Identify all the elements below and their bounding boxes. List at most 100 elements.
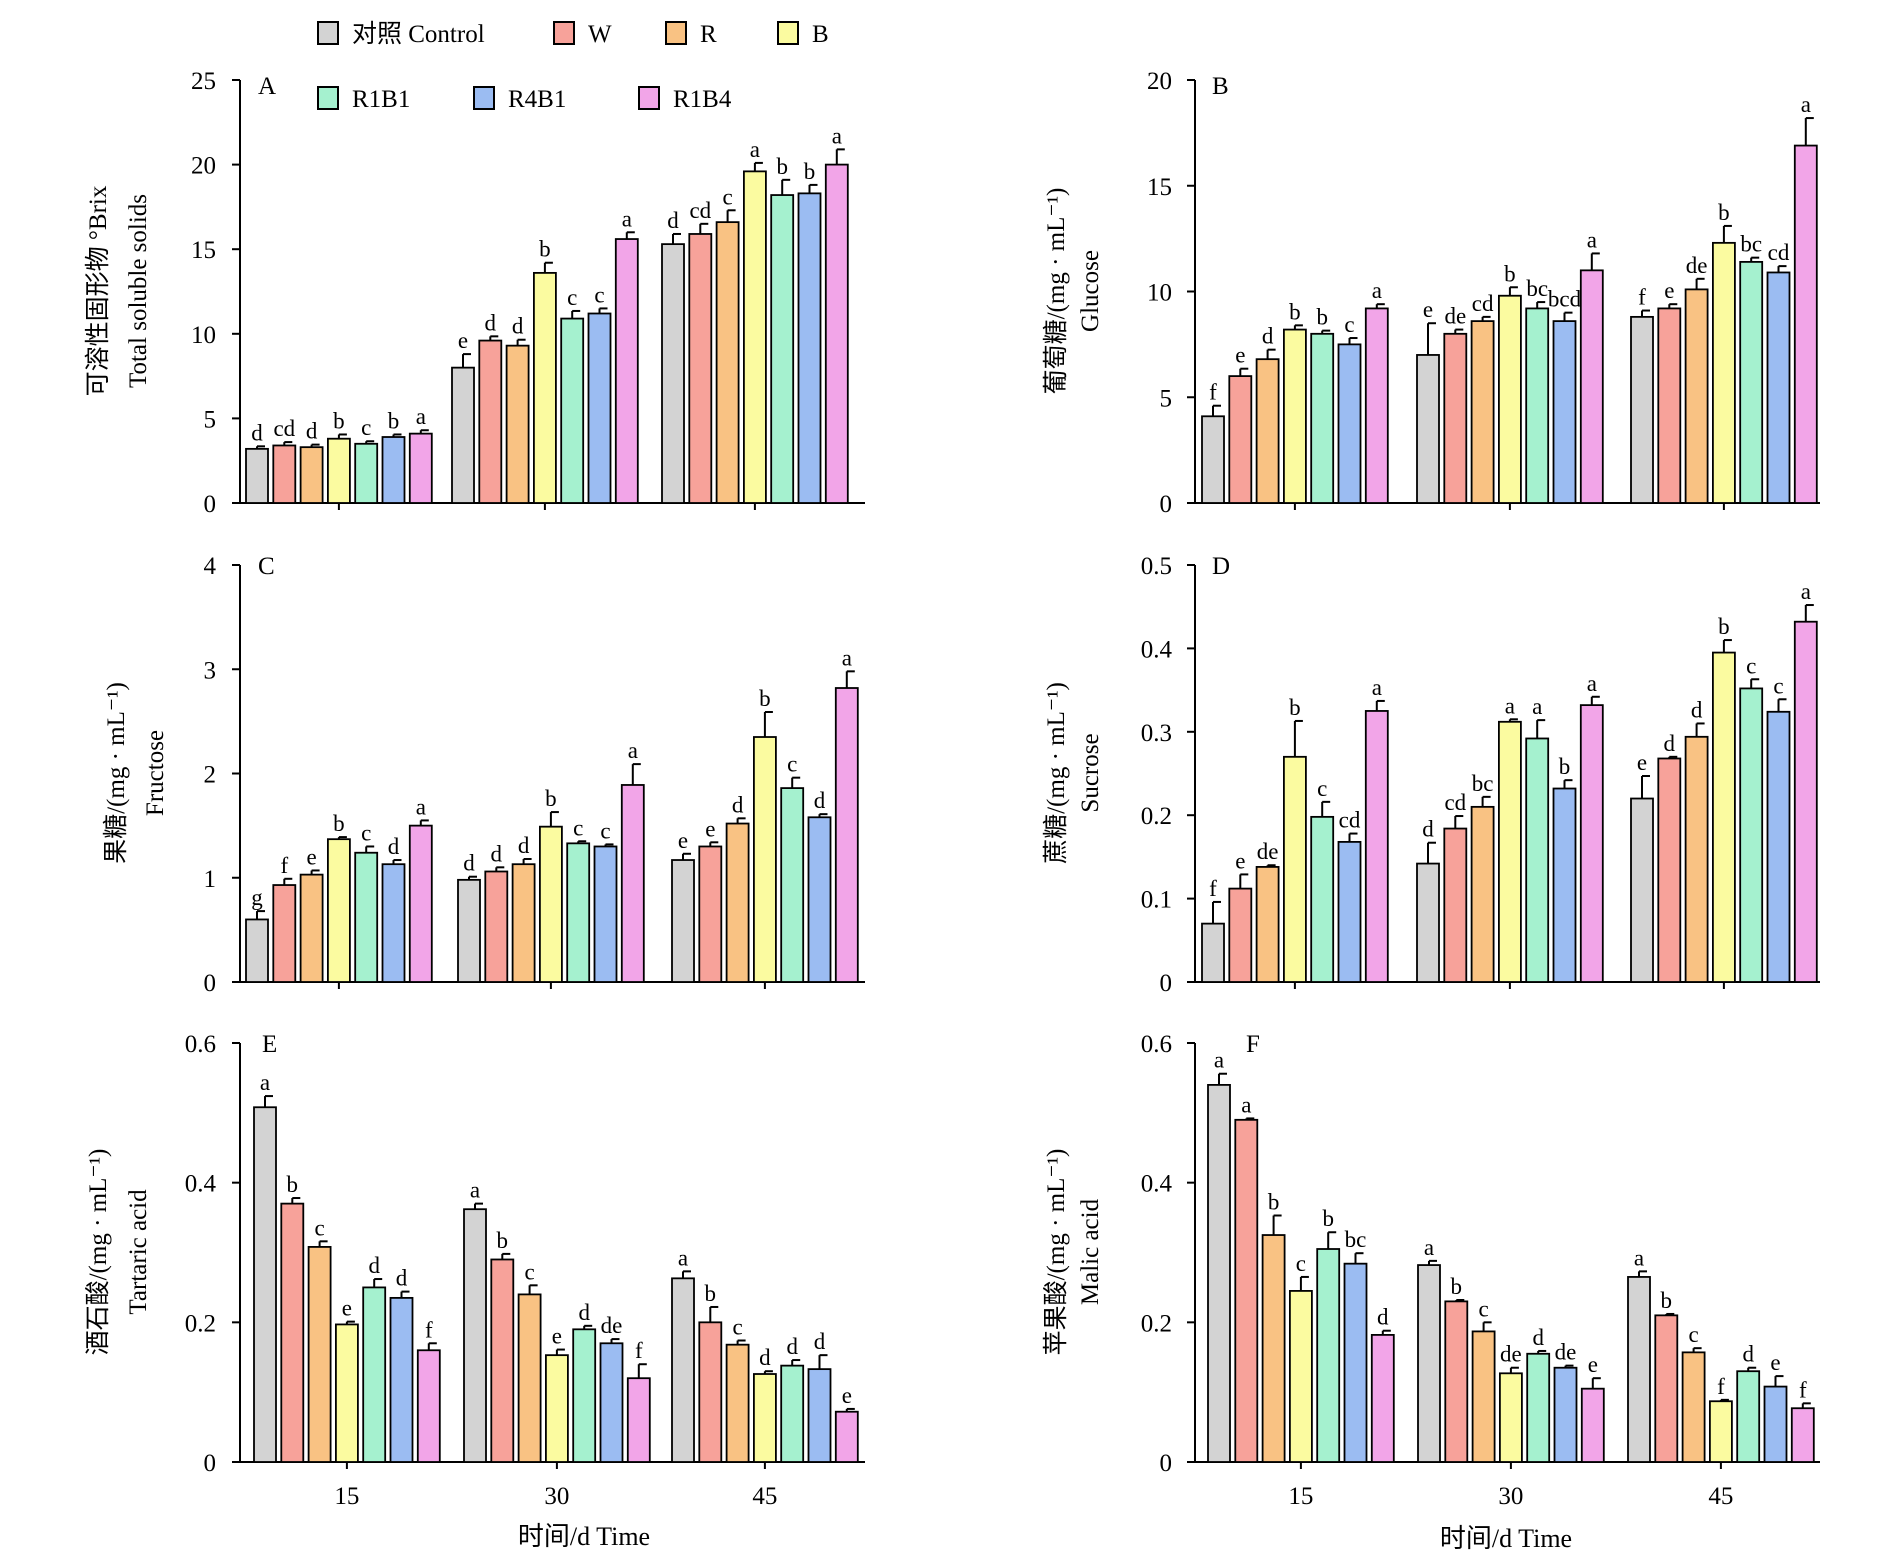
bar — [698, 1321, 723, 1463]
bar — [1234, 1118, 1259, 1463]
bar — [1766, 710, 1791, 983]
y-tick-label: 0.6 — [1141, 1031, 1172, 1058]
significance-label: de — [1686, 253, 1708, 278]
bar — [1793, 620, 1818, 983]
significance-label: e — [705, 816, 715, 841]
bar — [1337, 840, 1362, 983]
significance-label: d — [814, 788, 826, 813]
y-tick-label: 1 — [204, 866, 217, 893]
y-tick-label: 0.3 — [1141, 720, 1172, 747]
significance-label: a — [1241, 1092, 1251, 1117]
bar — [834, 1410, 859, 1463]
significance-label: d — [368, 1253, 380, 1278]
bar — [1316, 1248, 1341, 1463]
legend-swatch — [638, 86, 660, 110]
bar — [490, 1258, 515, 1463]
bar — [753, 736, 777, 983]
x-tick-label: 15 — [334, 1483, 359, 1510]
significance-label: d — [306, 419, 318, 444]
y-tick-label: 0.2 — [1141, 1310, 1172, 1337]
y-tick-label: 5 — [204, 406, 217, 433]
significance-label: d — [251, 420, 263, 445]
significance-label: b — [1316, 305, 1328, 330]
significance-label: d — [396, 1266, 408, 1291]
significance-label: a — [1587, 671, 1597, 696]
panel-A: 0 5 10 15 20 25 A 可溶性固形物 °Brix Total soluble sol… — [84, 68, 865, 518]
significance-label: bcd — [1548, 287, 1582, 312]
significance-label: d — [1691, 697, 1703, 722]
significance-label: b — [1661, 1288, 1673, 1313]
significance-label: b — [1451, 1274, 1463, 1299]
significance-label: f — [280, 853, 288, 878]
legend-label: 对照 Control — [352, 20, 485, 48]
y-tick-label: 10 — [1147, 280, 1172, 307]
bar — [807, 816, 832, 983]
legend-item: R1B4 — [638, 86, 732, 113]
significance-label: a — [622, 206, 632, 231]
significance-label: b — [1289, 299, 1301, 324]
bar — [1283, 755, 1307, 983]
y-tick-label: 0.4 — [185, 1171, 217, 1198]
bar — [1553, 1366, 1578, 1463]
significance-label: c — [1478, 1296, 1488, 1321]
significance-label: e — [1637, 750, 1647, 775]
significance-label: de — [1444, 304, 1466, 329]
bar — [1739, 260, 1764, 504]
significance-label: a — [628, 738, 638, 763]
bar — [457, 878, 481, 983]
significance-label: f — [1209, 876, 1217, 901]
bar — [626, 1377, 651, 1463]
bar — [1364, 710, 1389, 983]
significance-label: a — [1587, 227, 1597, 252]
bar — [545, 1354, 569, 1463]
y-tick-label: 10 — [191, 322, 216, 349]
y-tick-label: 0.4 — [1141, 1171, 1173, 1198]
panel-label: C — [258, 553, 275, 580]
y-tick-label: 0.2 — [1141, 803, 1172, 830]
bar — [797, 192, 822, 504]
legend-label: R4B1 — [508, 86, 566, 113]
bar — [484, 870, 509, 983]
bar — [807, 1368, 832, 1463]
significance-label: a — [416, 404, 426, 429]
significance-label: de — [1257, 839, 1279, 864]
bar — [505, 344, 530, 504]
y-axis-title-en: Glucose — [1077, 250, 1104, 332]
bar — [381, 863, 406, 983]
y-tick-label: 0.6 — [185, 1031, 216, 1058]
bar — [661, 243, 685, 504]
bar — [1739, 687, 1764, 983]
significance-label: a — [1801, 579, 1811, 604]
bar — [770, 194, 795, 504]
panel-D: 00.10.20.30.40.5 D蔗糖/(mg · mL⁻¹) Sucrosefe… — [1042, 553, 1820, 997]
significance-label: d — [388, 834, 400, 859]
y-tick-label: 0.1 — [1141, 887, 1172, 914]
bar — [743, 170, 767, 504]
significance-label: cd — [1768, 240, 1790, 265]
bar — [1470, 320, 1495, 504]
significance-label: bc — [1345, 1227, 1367, 1252]
significance-label: f — [1209, 380, 1217, 405]
bar — [326, 437, 351, 504]
bar — [572, 1328, 597, 1463]
significance-label: f — [1638, 285, 1646, 310]
significance-label: e — [678, 828, 688, 853]
bar — [245, 918, 269, 983]
significance-label: e — [1235, 343, 1245, 368]
bar — [1793, 144, 1818, 504]
bar — [1630, 315, 1654, 504]
bar — [463, 1208, 487, 1463]
significance-label: c — [361, 415, 371, 440]
y-axis-title-cn: 果糖/(mg · mL⁻¹) — [102, 682, 130, 864]
bar — [599, 1342, 624, 1463]
significance-label: a — [1532, 694, 1542, 719]
y-axis-title-en: Tartaric acid — [125, 1189, 152, 1315]
significance-label: b — [1718, 200, 1730, 225]
y-axis-title-en: Malic acid — [1077, 1198, 1104, 1305]
significance-label: d — [578, 1300, 590, 1325]
bar — [354, 851, 379, 983]
bar — [408, 824, 433, 983]
significance-label: cd — [689, 198, 711, 223]
